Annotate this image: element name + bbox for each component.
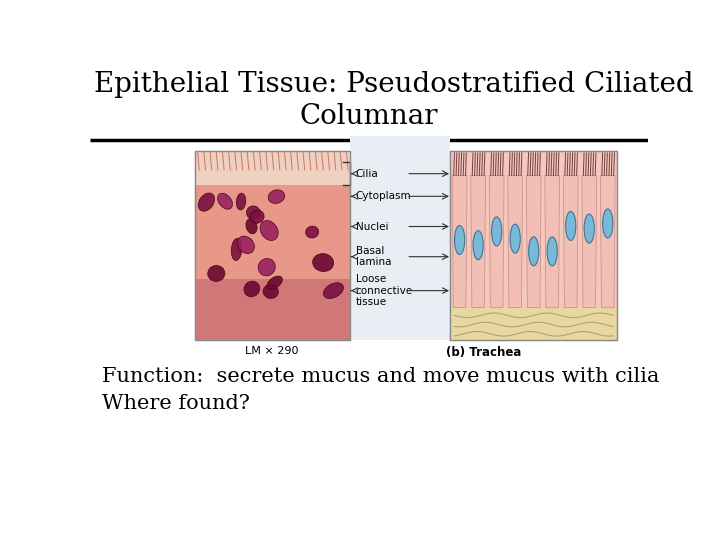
Ellipse shape	[236, 193, 246, 210]
Bar	[194, 185, 350, 279]
Ellipse shape	[528, 237, 539, 266]
Polygon shape	[582, 176, 597, 308]
Text: LM × 290: LM × 290	[246, 346, 299, 356]
Ellipse shape	[246, 206, 260, 219]
Ellipse shape	[603, 209, 613, 238]
Ellipse shape	[454, 225, 464, 254]
Ellipse shape	[208, 266, 225, 281]
Text: Columnar: Columnar	[300, 103, 438, 130]
Bar	[451, 308, 617, 340]
Polygon shape	[452, 176, 467, 308]
Ellipse shape	[566, 211, 576, 240]
Ellipse shape	[312, 254, 333, 272]
Text: Cytoplasm: Cytoplasm	[356, 191, 411, 201]
Ellipse shape	[260, 220, 278, 240]
Ellipse shape	[258, 259, 275, 276]
Ellipse shape	[267, 276, 282, 289]
Polygon shape	[545, 176, 559, 308]
Ellipse shape	[305, 226, 319, 238]
Ellipse shape	[323, 283, 343, 299]
Text: Loose
connective
tissue: Loose connective tissue	[356, 274, 413, 307]
Ellipse shape	[237, 236, 254, 253]
Ellipse shape	[492, 217, 502, 246]
Text: Epithelial Tissue: Pseudostratified Ciliated: Epithelial Tissue: Pseudostratified Cili…	[94, 71, 693, 98]
Text: Where found?: Where found?	[102, 394, 250, 413]
Bar	[451, 151, 617, 340]
Ellipse shape	[473, 231, 483, 260]
Polygon shape	[600, 176, 615, 308]
Text: Nuclei: Nuclei	[356, 221, 388, 232]
Bar	[350, 136, 451, 340]
Text: Basal
lamina: Basal lamina	[356, 246, 392, 267]
Bar	[194, 151, 350, 340]
Bar	[194, 151, 350, 185]
Bar	[194, 279, 350, 340]
Polygon shape	[471, 176, 485, 308]
Ellipse shape	[198, 193, 215, 211]
Polygon shape	[526, 176, 541, 308]
Ellipse shape	[231, 239, 242, 260]
Text: (b) Trachea: (b) Trachea	[446, 346, 521, 359]
Bar	[194, 151, 350, 340]
Ellipse shape	[217, 193, 233, 209]
Ellipse shape	[547, 237, 557, 266]
Bar	[451, 151, 617, 340]
Ellipse shape	[584, 214, 594, 243]
Polygon shape	[490, 176, 504, 308]
Ellipse shape	[250, 210, 264, 224]
Polygon shape	[508, 176, 523, 308]
Polygon shape	[563, 176, 578, 308]
Ellipse shape	[246, 219, 257, 234]
Text: Function:  secrete mucus and move mucus with cilia: Function: secrete mucus and move mucus w…	[102, 367, 659, 386]
Ellipse shape	[263, 285, 279, 299]
Ellipse shape	[510, 224, 521, 253]
Text: Cilia: Cilia	[356, 168, 379, 179]
Ellipse shape	[268, 190, 284, 204]
Ellipse shape	[244, 281, 260, 297]
